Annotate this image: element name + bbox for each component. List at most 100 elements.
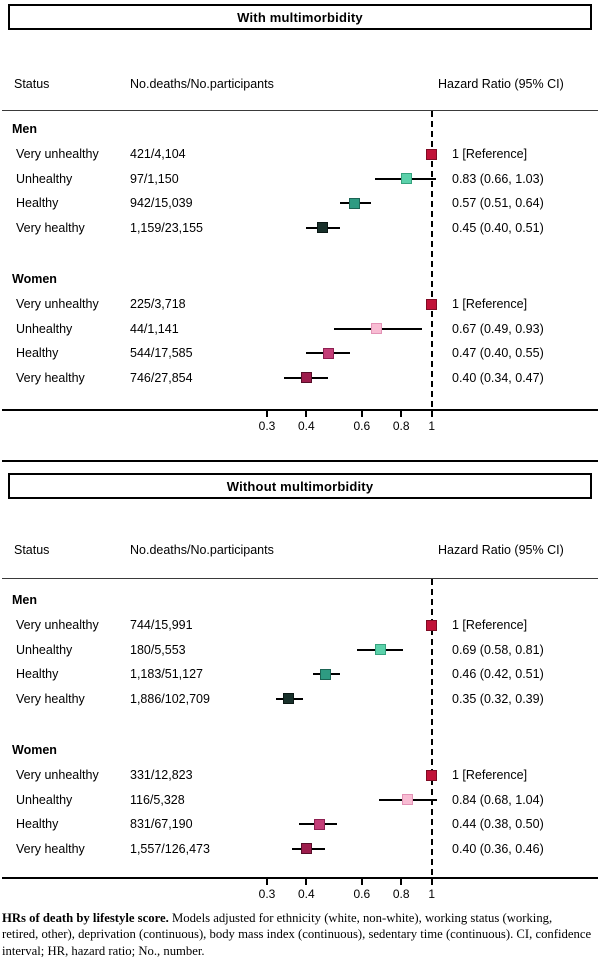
figure-caption: HRs of death by lifestyle score. Models …	[2, 910, 600, 959]
row-counts: 942/15,039	[130, 196, 193, 210]
row-counts: 44/1,141	[130, 321, 179, 336]
panel-title: With multimorbidity	[237, 9, 363, 25]
row-status-label: Very healthy	[16, 691, 85, 706]
axis-tick-label: 0.6	[353, 887, 371, 901]
hr-point-marker	[282, 693, 294, 704]
row-counts: 421/4,104	[130, 147, 186, 161]
row-status-label: Unhealthy	[16, 642, 73, 657]
hr-point-marker	[322, 347, 334, 359]
row-hr-label: 0.67 (0.49, 0.93)	[452, 321, 544, 336]
caption-line: interval; HR, hazard ratio; No., number.	[2, 943, 205, 958]
row-status-label: Very healthy	[16, 370, 85, 385]
row-hr-label: 1 [Reference]	[452, 618, 528, 632]
hr-point-marker	[300, 843, 312, 854]
group-label: Men	[12, 593, 37, 607]
row-counts: 97/1,150	[130, 171, 179, 186]
row-hr-label: 1 [Reference]	[452, 297, 528, 311]
column-header-hazard-ratio: Hazard Ratio (95% CI)	[438, 77, 564, 91]
row-counts: 331/12,823	[130, 768, 193, 782]
reference-line	[430, 111, 433, 409]
hr-point-marker	[426, 769, 438, 781]
row-status-label: Very unhealthy	[16, 618, 99, 632]
row-status-label: Unhealthy	[16, 321, 73, 336]
row-hr-label: 1 [Reference]	[452, 768, 528, 782]
group-label: Women	[12, 743, 57, 757]
column-header-status: Status	[14, 543, 50, 557]
column-header-hazard-ratio: Hazard Ratio (95% CI)	[438, 543, 564, 557]
axis-tick-label: 0.4	[298, 419, 315, 433]
row-status-label: Very unhealthy	[16, 768, 99, 782]
hr-point-marker	[402, 794, 414, 805]
axis-tick-label: 0.3	[258, 887, 276, 901]
row-counts: 831/67,190	[130, 817, 193, 831]
column-header-counts: No.deaths/No.participants	[130, 77, 274, 91]
row-hr-label: 0.57 (0.51, 0.64)	[452, 196, 544, 210]
row-status-label: Very healthy	[16, 841, 85, 856]
reference-line	[430, 579, 433, 877]
row-hr-label: 1 [Reference]	[452, 147, 528, 161]
row-status-label: Unhealthy	[16, 792, 73, 807]
axis-tick	[360, 879, 363, 885]
axis-tick-label: 0.8	[392, 419, 410, 433]
row-counts: 180/5,553	[130, 642, 186, 657]
row-counts: 1,159/23,155	[130, 220, 203, 235]
hr-point-marker	[375, 644, 387, 655]
row-hr-label: 0.46 (0.42, 0.51)	[452, 667, 544, 681]
hr-point-marker	[426, 619, 438, 631]
column-header-counts: No.deaths/No.participants	[130, 543, 274, 557]
row-counts: 744/15,991	[130, 618, 193, 632]
column-header-status: Status	[14, 77, 50, 91]
axis-tick	[305, 879, 308, 885]
axis-tick-label: 0.3	[258, 419, 276, 433]
axis-tick-label: 0.4	[298, 887, 315, 901]
hr-point-marker	[316, 222, 328, 233]
panel2-axis-line	[2, 877, 598, 879]
panel1-bottom-rule	[2, 460, 598, 462]
row-status-label: Healthy	[16, 667, 59, 681]
group-label: Men	[12, 122, 37, 136]
row-status-label: Healthy	[16, 817, 59, 831]
hr-point-marker	[300, 372, 312, 383]
hr-point-marker	[313, 818, 325, 830]
axis-tick	[400, 879, 403, 885]
caption-line: retired, other), deprivation (continuous…	[2, 927, 592, 942]
axis-tick-label: 0.8	[392, 887, 410, 901]
caption-bold-lead: HRs of death by lifestyle score.	[2, 911, 169, 925]
axis-tick	[360, 411, 363, 417]
row-hr-label: 0.83 (0.66, 1.03)	[452, 171, 544, 186]
axis-tick-label: 0.6	[353, 419, 371, 433]
caption-line: HRs of death by lifestyle score. Models …	[2, 910, 600, 926]
row-status-label: Healthy	[16, 196, 59, 210]
row-hr-label: 0.40 (0.36, 0.46)	[452, 841, 544, 856]
row-counts: 544/17,585	[130, 346, 193, 360]
row-counts: 746/27,854	[130, 370, 193, 385]
row-hr-label: 0.47 (0.40, 0.55)	[452, 346, 544, 360]
panel-title-box-without-multimorbidity: Without multimorbidity	[8, 473, 592, 499]
hr-point-marker	[426, 298, 438, 310]
hr-point-marker	[349, 197, 361, 209]
hr-point-marker	[426, 148, 438, 160]
row-hr-label: 0.44 (0.38, 0.50)	[452, 817, 544, 831]
row-hr-label: 0.35 (0.32, 0.39)	[452, 691, 544, 706]
row-status-label: Unhealthy	[16, 171, 73, 186]
panel-title: Without multimorbidity	[226, 478, 374, 494]
group-label: Women	[12, 272, 57, 286]
panel-title-box-with-multimorbidity: With multimorbidity	[8, 4, 592, 30]
hr-point-marker	[371, 323, 383, 334]
row-counts: 116/5,328	[130, 792, 185, 807]
row-status-label: Very unhealthy	[16, 297, 99, 311]
panel1-header-rule	[2, 110, 598, 111]
row-hr-label: 0.40 (0.34, 0.47)	[452, 370, 544, 385]
axis-tick-label: 1	[428, 887, 436, 901]
row-hr-label: 0.84 (0.68, 1.04)	[452, 792, 544, 807]
hr-point-marker	[400, 173, 412, 184]
panel2-header-rule	[2, 578, 598, 579]
row-counts: 1,183/51,127	[130, 667, 203, 681]
row-counts: 1,557/126,473	[130, 841, 210, 856]
panel1-axis-line	[2, 409, 598, 411]
axis-tick	[430, 411, 433, 417]
row-status-label: Very healthy	[16, 220, 85, 235]
axis-tick	[305, 411, 308, 417]
row-hr-label: 0.69 (0.58, 0.81)	[452, 642, 544, 657]
